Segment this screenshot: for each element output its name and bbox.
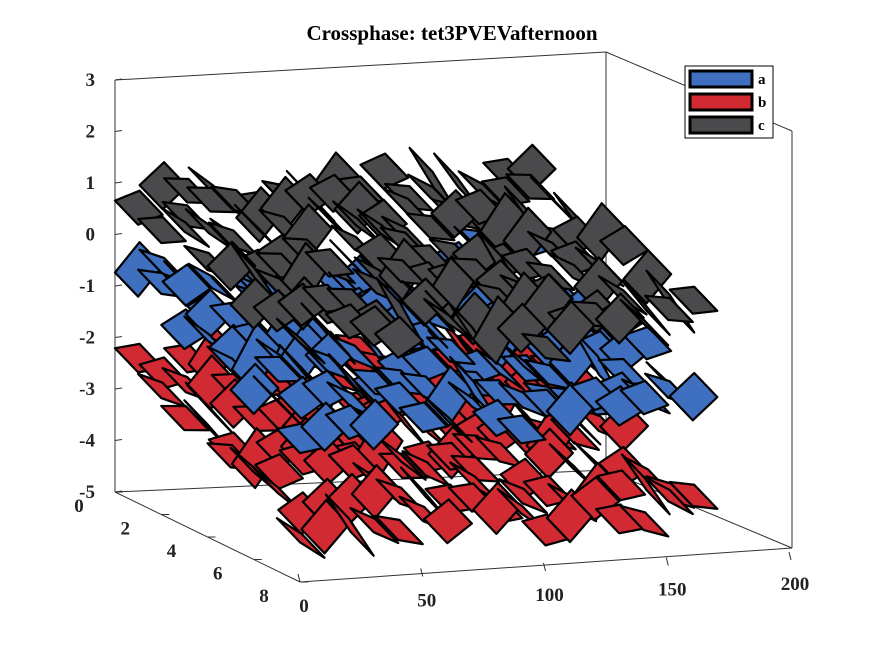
surface-cell-a <box>668 371 719 422</box>
z-tick-label: -2 <box>79 328 95 349</box>
surface-cell-c <box>405 212 456 242</box>
y-tick-label: 8 <box>259 586 269 607</box>
surface-cell-a <box>229 362 280 416</box>
surface-cell-c <box>622 248 673 305</box>
legend: abc <box>684 65 774 139</box>
z-tick-mark <box>114 490 123 493</box>
z-tick-label: 0 <box>86 225 96 246</box>
x-tick-mark <box>297 573 301 583</box>
z-tick-label: 1 <box>86 173 96 194</box>
surface-cell-b <box>620 453 671 516</box>
y-tick-label: 4 <box>167 541 177 562</box>
surface-cell-c <box>398 297 449 349</box>
z-tick-label: 3 <box>86 70 96 91</box>
surface-cell-c <box>521 332 572 363</box>
surface-cell-c <box>644 294 694 324</box>
legend-label-a: a <box>758 72 766 88</box>
y-tick-label: 2 <box>121 519 131 540</box>
surface-cell-a <box>496 414 547 445</box>
y-tick-label: 0 <box>74 496 84 517</box>
surface-cell-a <box>498 382 549 418</box>
surface-cell-b <box>160 404 211 432</box>
surface-cell-a <box>349 398 400 451</box>
surface-cell-c <box>359 152 410 190</box>
z-tick-label: -3 <box>79 379 95 400</box>
x-tick-label: 0 <box>299 596 309 617</box>
surface-cell-a <box>619 379 670 416</box>
z-tick-label: 2 <box>86 122 96 143</box>
surface-cell-c <box>186 186 236 214</box>
legend-swatch-a <box>688 69 754 89</box>
surface-cell-c <box>594 292 645 345</box>
x-tick-label: 200 <box>781 574 810 595</box>
surface-cell-b <box>498 478 549 515</box>
legend-swatch-b <box>688 92 754 112</box>
surface-cell-a <box>622 325 673 361</box>
z-tick-label: -5 <box>79 482 95 503</box>
z-tick-mark <box>114 284 123 287</box>
z-tick-label: -1 <box>79 276 95 297</box>
surface-cell-b <box>373 514 424 546</box>
surface-cell-b <box>275 517 326 559</box>
surface-cell-b <box>423 498 473 545</box>
surface-cell-b <box>644 475 694 516</box>
surface-cell-c <box>113 189 164 226</box>
surface-cell-b <box>619 504 670 538</box>
surface-group <box>113 143 719 559</box>
z-tick-label: -4 <box>79 431 95 452</box>
surface-cell-c <box>373 315 424 359</box>
z-tick-mark <box>114 439 123 441</box>
surface-cell-c <box>300 302 351 356</box>
surface-cell-b <box>349 506 400 545</box>
x-tick-label: 150 <box>658 580 687 601</box>
legend-label-b: b <box>758 95 766 111</box>
legend-label-c: c <box>758 118 765 134</box>
surface-cell-b <box>668 480 719 510</box>
surface-cell-c <box>137 215 187 245</box>
surface-cell-a <box>425 336 476 366</box>
z-tick-mark <box>114 387 123 390</box>
z-tick-mark <box>114 181 123 184</box>
chart-title: Crossphase: tet3PVEVafternoon <box>306 21 597 45</box>
surface-cell-b <box>596 469 647 502</box>
surface-cell-c <box>160 206 211 248</box>
x-tick-label: 50 <box>417 591 436 612</box>
surface-cell-c <box>496 302 547 354</box>
surface-cell-c <box>304 248 355 278</box>
x-tick-mark <box>665 557 669 566</box>
surface-cell-c <box>620 279 671 336</box>
x-tick-label: 100 <box>535 585 564 606</box>
x-tick-mark <box>420 568 424 577</box>
surface-cell-c <box>668 285 719 315</box>
tick-labels: 0 50 100 150 200 0 2 4 6 8 3 2 1 0 -1 -2 -3 -4 -5 <box>74 70 809 617</box>
x-tick-mark <box>788 551 792 561</box>
z-tick-mark <box>114 130 123 132</box>
z-tick-mark <box>114 233 123 235</box>
surface-cell-b <box>376 436 427 481</box>
surface-cell-c <box>619 298 670 347</box>
z-tick-mark <box>114 78 123 81</box>
surface-cell-c <box>206 240 257 292</box>
y-tick-label: 6 <box>213 564 223 585</box>
surface-cell-c <box>275 317 326 365</box>
surface-cell-b <box>324 493 375 557</box>
z-tick-mark <box>114 336 123 338</box>
legend-swatch-c <box>688 115 754 135</box>
x-tick-mark <box>543 562 546 572</box>
surface-cell-a <box>398 401 449 434</box>
surface-cell-a <box>423 395 473 443</box>
